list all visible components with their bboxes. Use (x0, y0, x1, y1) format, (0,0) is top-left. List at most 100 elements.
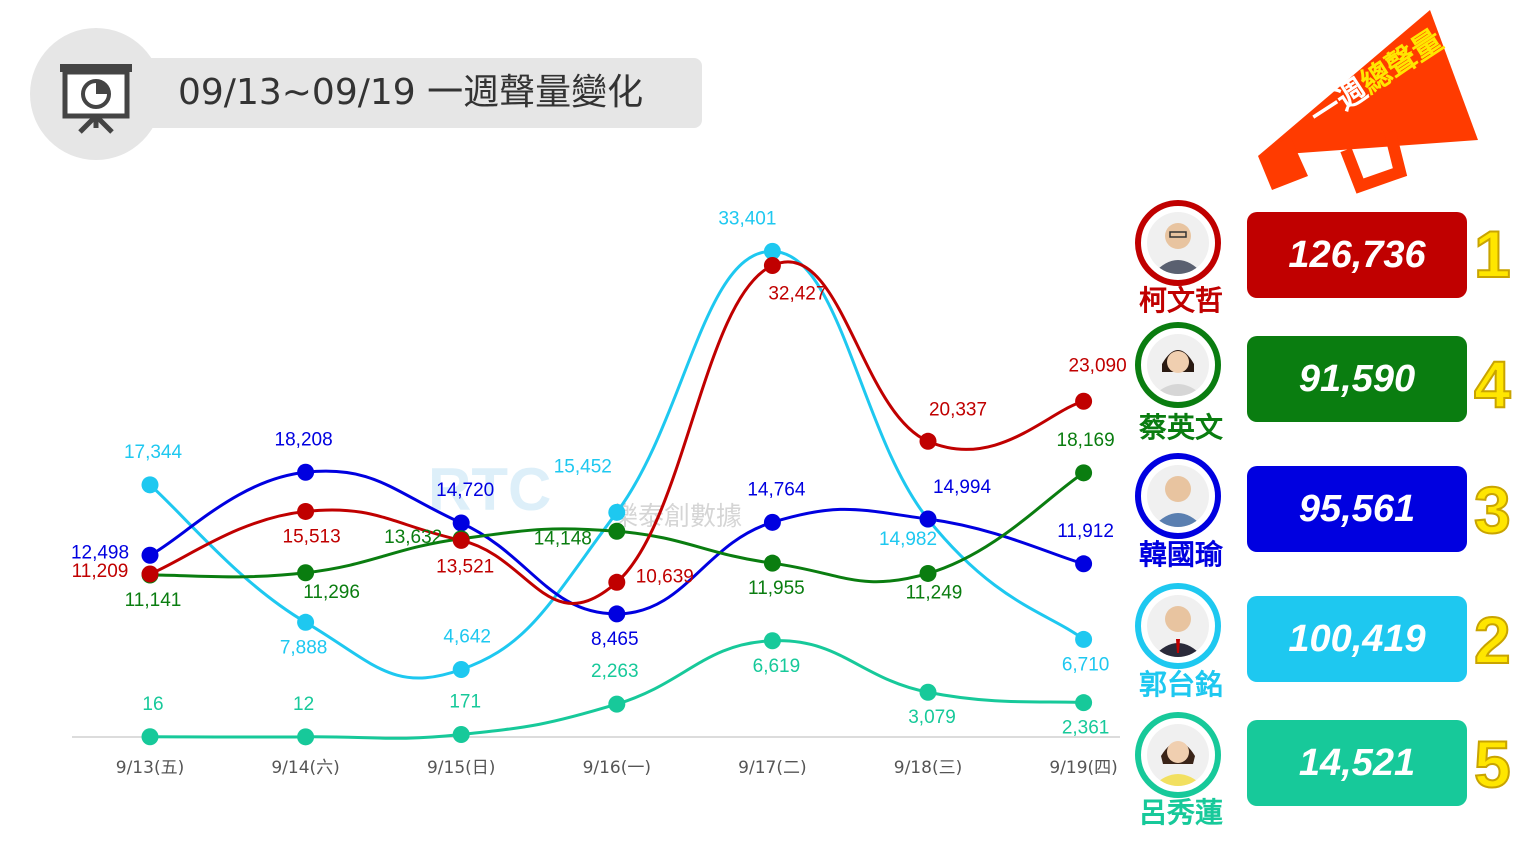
data-label: 12 (293, 694, 314, 715)
data-label: 18,169 (1057, 430, 1115, 451)
data-label: 14,148 (534, 528, 592, 549)
data-label: 18,208 (275, 429, 333, 450)
data-point (297, 502, 315, 520)
data-label: 11,209 (72, 561, 129, 582)
avatar (1135, 200, 1221, 286)
data-point (763, 242, 781, 260)
x-tick-label: 9/18(三) (894, 758, 962, 778)
series-line (149, 260, 1084, 605)
data-point (919, 564, 937, 582)
data-point (919, 683, 937, 701)
data-point (141, 565, 159, 583)
data-point (297, 463, 315, 481)
x-tick-label: 9/14(六) (271, 758, 339, 778)
candidate-name: 韓國瑜 (1138, 538, 1223, 571)
data-label: 14,982 (879, 529, 937, 550)
data-point (763, 632, 781, 650)
rank-number: 5 (1473, 726, 1512, 802)
data-label: 15,452 (554, 456, 612, 477)
data-label: 6,619 (753, 656, 801, 677)
data-label: 6,710 (1062, 654, 1110, 675)
candidate-name: 柯文哲 (1138, 284, 1223, 317)
data-point (452, 531, 470, 549)
data-label: 20,337 (929, 399, 987, 420)
data-label: 13,521 (436, 556, 494, 577)
data-point (141, 476, 159, 494)
data-label: 12,498 (71, 542, 129, 563)
rank-number: 2 (1473, 602, 1512, 678)
data-label: 23,090 (1069, 355, 1127, 376)
data-label: 3,079 (908, 707, 956, 728)
avatar (1135, 583, 1221, 669)
data-point (452, 514, 470, 532)
presentation-chart-icon (60, 64, 132, 134)
watermark: RTC 樂泰創數據 (428, 456, 742, 532)
total-card: 14,521 (1247, 720, 1467, 806)
data-label: 4,642 (443, 627, 491, 648)
data-label: 2,263 (591, 661, 639, 682)
x-tick-label: 9/17(二) (738, 758, 806, 778)
data-point (608, 522, 626, 540)
data-point (1075, 392, 1093, 410)
data-point (1075, 464, 1093, 482)
data-point (452, 661, 470, 679)
data-label: 16 (142, 694, 163, 715)
data-point (763, 554, 781, 572)
total-card: 95,561 (1247, 466, 1467, 552)
x-tick-label: 9/16(一) (583, 758, 651, 778)
data-label: 7,888 (280, 637, 328, 658)
line-chart: RTC 樂泰創數據 9/13(五) 9/14(六) 9/15(日) 9/16(一) 9/… (71, 208, 1127, 778)
header-icon-circle (30, 28, 162, 160)
person-photo-icon (1153, 223, 1203, 274)
header-bar (60, 58, 702, 128)
data-point (141, 546, 159, 564)
rank-number: 4 (1473, 346, 1512, 422)
avatar (1135, 453, 1221, 539)
total-card: 126,736 (1247, 212, 1467, 298)
data-point (608, 605, 626, 623)
person-photo-icon (1153, 350, 1203, 396)
watermark-text: 樂泰創數據 (612, 502, 742, 532)
person-photo-icon (1153, 606, 1203, 657)
rank-number: 1 (1473, 216, 1512, 292)
data-label: 14,720 (436, 480, 494, 501)
x-tick-label: 9/13(五) (116, 758, 184, 778)
data-label: 11,955 (748, 578, 805, 599)
data-point (919, 510, 937, 528)
data-label: 11,141 (125, 590, 182, 611)
page-title: 09/13~09/19 一週聲量變化 (178, 72, 644, 113)
data-label: 14,994 (933, 477, 992, 498)
data-point (141, 728, 159, 746)
data-label: 171 (449, 692, 481, 713)
data-label: 11,912 (1057, 521, 1114, 542)
data-point (297, 728, 315, 746)
data-label: 17,344 (124, 442, 183, 463)
data-point (919, 432, 937, 450)
data-point (297, 564, 315, 582)
data-point (608, 695, 626, 713)
data-point (452, 726, 470, 744)
data-label: 2,361 (1062, 718, 1110, 739)
data-point (763, 513, 781, 531)
rank-number: 3 (1473, 472, 1512, 548)
data-label: 11,296 (303, 582, 360, 603)
data-label: 10,639 (636, 566, 694, 587)
total-card: 91,590 (1247, 336, 1467, 422)
avatar (1135, 322, 1221, 408)
data-label: 13,632 (384, 527, 442, 548)
person-photo-icon (1153, 741, 1203, 786)
data-point (608, 573, 626, 591)
data-label: 14,764 (747, 479, 806, 500)
data-label: 8,465 (591, 629, 639, 650)
avatar (1135, 712, 1221, 798)
watermark-logo: RTC (428, 456, 551, 523)
data-label: 11,249 (906, 582, 963, 603)
person-photo-icon (1153, 476, 1203, 527)
candidate-name: 呂秀蓮 (1138, 796, 1223, 829)
data-point (763, 257, 781, 275)
total-card: 100,419 (1247, 596, 1467, 682)
candidate-name: 蔡英文 (1138, 411, 1223, 444)
data-label: 15,513 (283, 526, 341, 547)
x-tick-label: 9/15(日) (427, 758, 495, 778)
data-point (1075, 630, 1093, 648)
